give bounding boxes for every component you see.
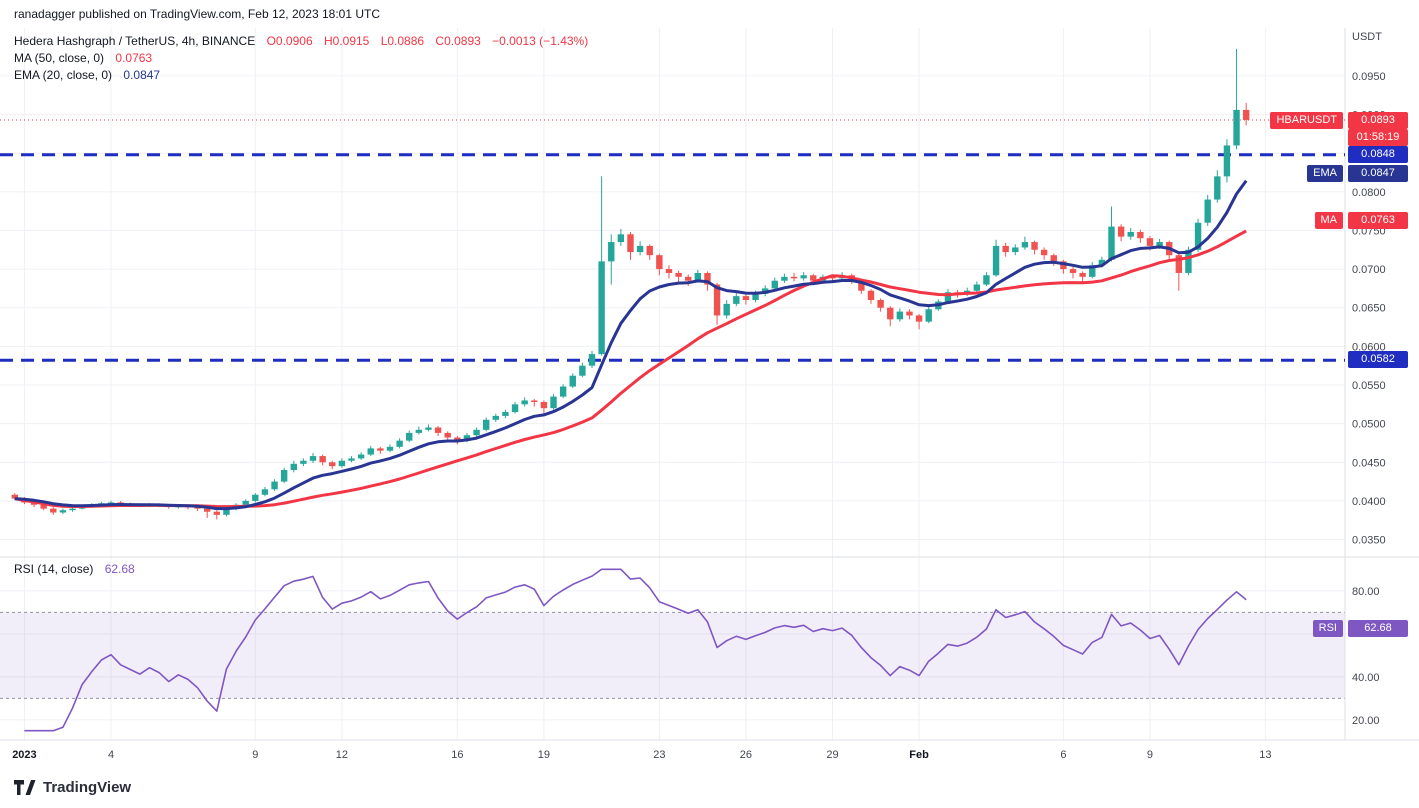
rsi-label: RSI (14, close) — [14, 562, 94, 576]
ema-label: EMA (20, close, 0) — [14, 68, 113, 82]
svg-text:0.0650: 0.0650 — [1352, 303, 1386, 315]
svg-text:9: 9 — [252, 749, 258, 761]
brand-text: TradingView — [43, 779, 132, 796]
ema-value: 0.0847 — [123, 68, 161, 82]
tradingview-logo-icon — [14, 779, 36, 795]
ma-value-badge: 0.0763 — [1348, 212, 1408, 230]
svg-text:23: 23 — [653, 749, 665, 761]
rsi-value: 62.68 — [104, 562, 135, 576]
symbol-legend-row[interactable]: Hedera Hashgraph / TetherUS, 4h, BINANCE… — [14, 34, 588, 48]
svg-text:16: 16 — [451, 749, 463, 761]
symbol-title: Hedera Hashgraph / TetherUS, 4h, BINANCE — [14, 34, 256, 48]
ma-value: 0.0763 — [115, 51, 153, 65]
chart-canvas[interactable]: 202349121619232629Feb69130.09500.09000.0… — [0, 0, 1419, 775]
svg-text:0.0950: 0.0950 — [1352, 71, 1386, 83]
ohlc-high: H0.0915 — [323, 34, 370, 48]
ohlc-open: O0.0906 — [266, 34, 313, 48]
ma-label: MA (50, close, 0) — [14, 51, 105, 65]
header-bar: ranadagger published on TradingView.com,… — [14, 7, 380, 21]
svg-text:40.00: 40.00 — [1352, 672, 1380, 684]
svg-text:80.00: 80.00 — [1352, 586, 1380, 598]
ma-tag: MA — [1314, 212, 1343, 230]
ohlc-low: L0.0886 — [380, 34, 425, 48]
ohlc-change: −0.0013 (−1.43%) — [492, 34, 589, 48]
svg-text:0.0800: 0.0800 — [1352, 187, 1386, 199]
symbol-price-tag: HBARUSDT — [1270, 111, 1343, 129]
rsi-value-badge: 62.68 — [1348, 620, 1408, 638]
svg-text:0.0500: 0.0500 — [1352, 419, 1386, 431]
svg-text:6: 6 — [1060, 749, 1066, 761]
ma-legend-row[interactable]: MA (50, close, 0) 0.0763 — [14, 51, 152, 65]
svg-text:0.0550: 0.0550 — [1352, 380, 1386, 392]
ema-value-badge: 0.0847 — [1348, 164, 1408, 182]
bar-countdown-badge: 01:58:19 — [1348, 128, 1408, 146]
svg-text:0.0400: 0.0400 — [1352, 496, 1386, 508]
rsi-legend-row[interactable]: RSI (14, close) 62.68 — [14, 562, 135, 576]
svg-text:12: 12 — [336, 749, 348, 761]
svg-text:4: 4 — [108, 749, 114, 761]
last-price-badge: 0.0893 — [1348, 111, 1408, 129]
svg-text:USDT: USDT — [1352, 31, 1382, 43]
svg-text:29: 29 — [826, 749, 838, 761]
upper-level-badge[interactable]: 0.0848 — [1348, 145, 1408, 163]
svg-text:0.0350: 0.0350 — [1352, 535, 1386, 547]
svg-text:9: 9 — [1147, 749, 1153, 761]
svg-text:20.00: 20.00 — [1352, 715, 1380, 727]
svg-text:26: 26 — [740, 749, 752, 761]
svg-text:13: 13 — [1259, 749, 1271, 761]
publish-info: ranadagger published on TradingView.com,… — [14, 7, 381, 21]
svg-text:2023: 2023 — [12, 749, 36, 761]
svg-text:19: 19 — [538, 749, 550, 761]
svg-text:0.0700: 0.0700 — [1352, 264, 1386, 276]
ema-tag: EMA — [1307, 164, 1343, 182]
ohlc-close: C0.0893 — [435, 34, 481, 48]
svg-text:0.0450: 0.0450 — [1352, 457, 1386, 469]
ema-legend-row[interactable]: EMA (20, close, 0) 0.0847 — [14, 68, 160, 82]
tradingview-branding[interactable]: TradingView — [14, 779, 131, 796]
lower-level-badge[interactable]: 0.0582 — [1348, 351, 1408, 369]
rsi-tag: RSI — [1312, 620, 1343, 638]
svg-text:0.0600: 0.0600 — [1352, 341, 1386, 353]
svg-text:Feb: Feb — [909, 749, 929, 761]
